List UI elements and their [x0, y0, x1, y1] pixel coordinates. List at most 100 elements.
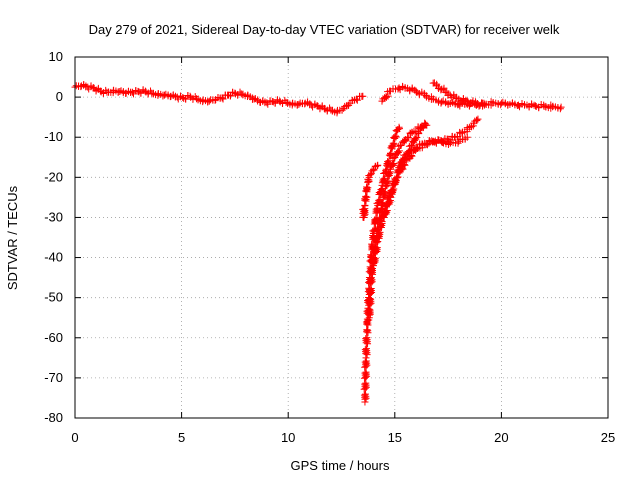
data-point [366, 296, 373, 304]
data-point [480, 101, 488, 109]
y-tick-label: -50 [44, 290, 63, 305]
data-point [386, 198, 394, 206]
data-point [353, 96, 361, 104]
data-point [395, 84, 403, 92]
data-point [412, 135, 420, 143]
data-point [453, 132, 461, 140]
data-point [421, 119, 429, 127]
data-point [473, 116, 481, 124]
series-recovery-arc-1 [360, 123, 404, 406]
data-point [557, 103, 565, 111]
data-points [71, 79, 565, 406]
data-point [372, 239, 380, 247]
data-point [363, 183, 371, 191]
data-point [394, 148, 402, 156]
data-point [382, 179, 390, 187]
y-tick-label: -10 [44, 129, 63, 144]
data-point [367, 265, 375, 273]
data-point [390, 185, 398, 193]
data-point [514, 101, 522, 109]
data-point [413, 144, 421, 152]
x-tick-label: 0 [71, 430, 78, 445]
data-point [375, 229, 383, 237]
data-point [455, 137, 463, 145]
series-baseline-early [71, 80, 367, 117]
x-axis-label: GPS time / hours [291, 458, 390, 473]
series-initial-drop [359, 161, 382, 221]
y-axis-label: SDTVAR / TECUs [5, 185, 20, 290]
data-point [413, 134, 421, 142]
data-point [129, 88, 137, 96]
data-point [380, 188, 388, 196]
data-point [226, 92, 234, 100]
data-point [368, 167, 376, 175]
y-tick-label: -70 [44, 370, 63, 385]
data-point [390, 159, 398, 167]
data-point [383, 206, 391, 214]
data-point [389, 187, 397, 195]
data-point [365, 307, 373, 315]
data-point [377, 221, 385, 229]
data-point [377, 205, 385, 213]
series-baseline-late [378, 82, 565, 113]
data-point [362, 368, 370, 376]
data-point [415, 130, 423, 138]
data-point [393, 174, 401, 182]
data-point [363, 326, 371, 334]
data-point [392, 133, 400, 141]
series-late-upper-branch [429, 79, 488, 110]
data-point [397, 166, 405, 174]
x-tick-label: 15 [388, 430, 402, 445]
data-point [363, 334, 371, 342]
y-tick-label: 0 [56, 89, 63, 104]
data-point [205, 97, 213, 105]
data-point [361, 369, 369, 377]
data-point [392, 177, 400, 185]
data-point [338, 106, 346, 114]
data-point [391, 178, 399, 186]
data-point [367, 295, 375, 303]
data-point [474, 115, 482, 123]
x-tick-label: 20 [494, 430, 508, 445]
data-point [361, 358, 369, 366]
data-point [368, 264, 376, 272]
x-tick-label: 10 [281, 430, 295, 445]
data-point [412, 143, 420, 151]
y-tick-label: 10 [49, 49, 63, 64]
data-point [361, 380, 369, 388]
data-point [388, 160, 396, 168]
data-point [395, 123, 403, 131]
data-point [394, 148, 402, 156]
data-point [362, 390, 370, 398]
data-point [387, 193, 395, 201]
data-point [363, 315, 371, 323]
data-point [360, 206, 368, 214]
data-point [366, 306, 374, 314]
data-point [366, 286, 374, 294]
data-point [378, 198, 386, 206]
plot-frame [74, 56, 609, 419]
grid [75, 57, 608, 418]
data-point [362, 379, 370, 387]
y-tick-label: -60 [44, 330, 63, 345]
axis-ticks: 0 5 10 15 20 25 10 0 -10 -20 -30 -40 -50 -60 -70 -80 [44, 49, 615, 445]
data-point [404, 133, 412, 141]
data-point [374, 161, 382, 169]
data-point [392, 126, 400, 134]
data-point [219, 95, 227, 103]
data-point [384, 158, 392, 166]
y-tick-label: -30 [44, 209, 63, 224]
data-point [359, 92, 367, 100]
data-point [463, 133, 471, 141]
data-point [182, 95, 190, 103]
data-point [399, 157, 407, 165]
data-point [556, 105, 564, 113]
data-point [389, 155, 397, 163]
data-point [395, 147, 403, 155]
data-point [404, 134, 412, 142]
data-point [361, 346, 369, 354]
data-point [411, 134, 419, 142]
data-point [360, 391, 368, 399]
y-tick-label: -40 [44, 250, 63, 265]
